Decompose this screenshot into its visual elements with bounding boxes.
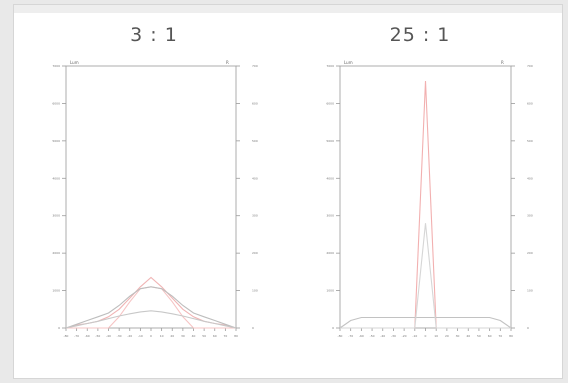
x-tick-label: 70 [498,334,502,338]
series-line-4 [65,310,237,329]
right-tick-label: 0 [252,326,254,330]
y-tick-label: 5000 [326,139,334,143]
x-tick-label: -50 [95,334,100,338]
y-tick-label: 7000 [52,64,60,68]
x-tick-label: -10 [138,334,143,338]
x-tick-label: 80 [509,334,513,338]
right-tick-label: 200 [252,251,258,255]
chart-title-2: 25 : 1 [389,24,451,46]
right-tick-label: 400 [252,176,258,180]
right-tick-label: 300 [527,214,533,218]
right-tick-label: 0 [527,326,529,330]
x-tick-label: 80 [234,334,238,338]
y-tick-label: 0 [332,326,334,330]
x-tick-label: -80 [64,334,69,338]
top-right-label: R [226,60,229,65]
right-tick-label: 700 [252,64,258,68]
x-tick-label: 50 [477,334,481,338]
series-line-3 [65,286,237,329]
x-tick-label: 0 [425,334,427,338]
right-tick-label: 500 [252,139,258,143]
y-tick-label: 1000 [52,289,60,293]
x-tick-label: 30 [456,334,460,338]
top-left-label: Lum [344,60,353,65]
x-tick-label: 20 [445,334,449,338]
right-tick-label: 600 [527,101,533,105]
x-tick-label: 70 [223,334,227,338]
x-tick-label: -70 [348,334,353,338]
x-tick-label: 30 [181,334,185,338]
right-tick-label: 300 [252,214,258,218]
x-tick-label: -50 [370,334,375,338]
chart-title-1: 3 : 1 [130,24,178,46]
y-tick-label: 4000 [52,176,60,180]
right-tick-label: 100 [252,289,258,293]
series-line-3 [340,223,511,329]
figure-frame [14,5,562,378]
right-tick-label: 400 [527,176,533,180]
x-tick-label: -80 [338,334,343,338]
x-tick-label: -10 [412,334,417,338]
x-tick-label: 10 [160,334,164,338]
y-tick-label: 3000 [326,214,334,218]
x-tick-label: -60 [359,334,364,338]
right-tick-label: 100 [527,289,533,293]
y-tick-label: 5000 [52,139,60,143]
plot-frame [339,65,512,329]
x-tick-label: 20 [170,334,174,338]
y-tick-label: 6000 [326,101,334,105]
series-line-2 [339,316,512,329]
top-strip [14,5,562,13]
top-left-label: Lum [70,60,79,65]
top-right-label: R [501,60,504,65]
x-tick-label: 60 [488,334,492,338]
y-tick-label: 7000 [326,64,334,68]
x-tick-label: 40 [466,334,470,338]
x-tick-label: -20 [127,334,132,338]
y-tick-label: 3000 [52,214,60,218]
y-tick-label: 0 [58,326,60,330]
x-tick-label: -60 [85,334,90,338]
x-tick-label: 10 [434,334,438,338]
y-tick-label: 6000 [52,101,60,105]
series-line-1 [340,80,511,329]
y-tick-label: 1000 [326,289,334,293]
right-tick-label: 200 [527,251,533,255]
x-tick-label: -70 [74,334,79,338]
y-tick-label: 2000 [52,251,60,255]
x-tick-label: -30 [391,334,396,338]
right-tick-label: 600 [252,101,258,105]
right-tick-label: 700 [527,64,533,68]
x-tick-label: 50 [202,334,206,338]
right-tick-label: 500 [527,139,533,143]
x-tick-label: 40 [192,334,196,338]
x-tick-label: 60 [213,334,217,338]
x-tick-label: -40 [380,334,385,338]
x-tick-label: -40 [106,334,111,338]
x-tick-label: 0 [150,334,152,338]
x-tick-label: -20 [402,334,407,338]
y-tick-label: 2000 [326,251,334,255]
y-tick-label: 4000 [326,176,334,180]
x-tick-label: -30 [117,334,122,338]
